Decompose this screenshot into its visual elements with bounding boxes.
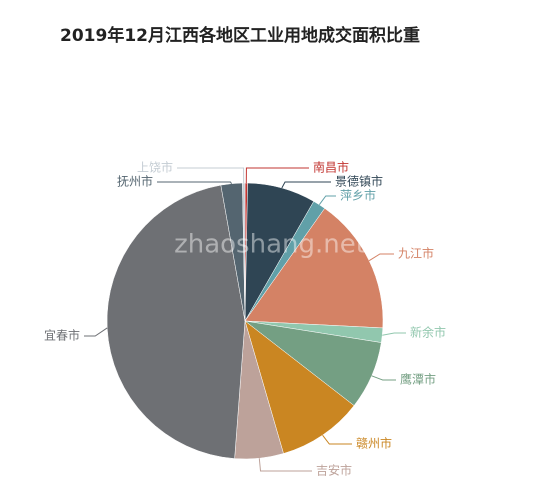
slice-label: 上饶市 — [137, 160, 173, 175]
slice-label: 抚州市 — [117, 174, 153, 189]
pie-slice — [244, 320, 355, 454]
slice-label: 景德镇市 — [335, 174, 383, 189]
slice-label: 新余市 — [410, 325, 446, 340]
pie-slice — [244, 207, 384, 329]
leader-line — [245, 167, 309, 184]
chart-title: 2019年12月江西各地区工业用地成交面积比重 — [60, 25, 420, 46]
watermark: zhaoshang.net — [174, 230, 366, 260]
slice-label: 南昌市 — [313, 160, 349, 175]
leader-line — [157, 181, 232, 184]
slice-label: 九江市 — [398, 246, 434, 261]
slice-label: 萍乡市 — [340, 188, 376, 203]
leader-line — [281, 181, 331, 189]
leader-line — [84, 327, 108, 337]
leader-line — [318, 195, 336, 206]
leader-line — [322, 434, 352, 445]
pie-slice — [242, 182, 246, 322]
leader-line — [371, 375, 396, 381]
leader-line — [258, 458, 312, 472]
slice-label: 鹰潭市 — [400, 372, 436, 387]
pie-slice — [106, 184, 246, 459]
slice-label: 宜春市 — [44, 328, 80, 343]
leader-line — [368, 253, 394, 262]
slice-label: 吉安市 — [316, 463, 352, 478]
leader-line — [177, 167, 245, 184]
leader-line — [382, 332, 406, 336]
slice-label: 赣州市 — [356, 436, 392, 451]
